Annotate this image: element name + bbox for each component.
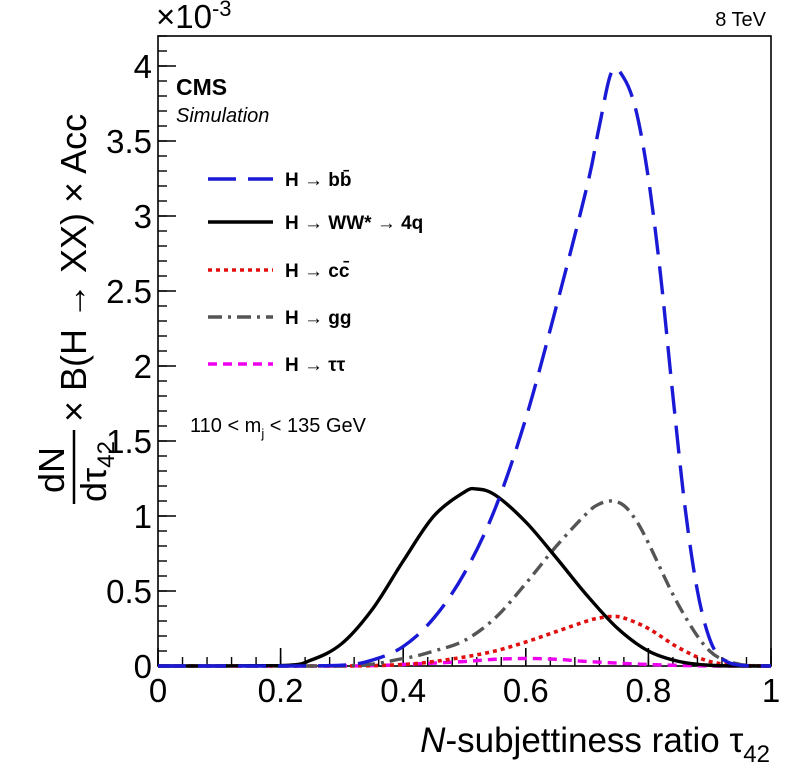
- y-tick-label: 0.5: [106, 573, 152, 610]
- x-tick-label: 1: [762, 672, 780, 709]
- mass-cut-label-sub: j: [260, 426, 264, 441]
- x-tick-label: 0.6: [503, 672, 549, 709]
- mass-cut-label-tail: < 135 GeV: [264, 415, 366, 437]
- x-tick-label: 0.4: [380, 672, 426, 709]
- axis-tick-labels: 0 0.2 0.4 0.6 0.8 1 0 0.5 1 1.5 2 2.5 3 3.5 4: [106, 48, 780, 709]
- y-tick-label: 3.5: [106, 123, 152, 160]
- series-line-0: [157, 66, 772, 668]
- legend-label: H → cc̄: [285, 261, 350, 282]
- y-tick-label: 1: [134, 498, 152, 535]
- y-tick-label: 1.5: [106, 423, 152, 460]
- series-line-3: [157, 499, 772, 668]
- mass-cut-label: 110 < mj < 135 GeV: [190, 415, 367, 441]
- x-axis-title-main: -subjettiness ratio τ: [445, 721, 743, 760]
- series-curves: [157, 66, 772, 668]
- y-axis-title: dN dτ42 × B(H → XX) × Acc: [31, 114, 120, 504]
- legend: H → bb̄ H → WW* → 4q H → cc̄ H → gg H → ττ: [208, 170, 423, 376]
- y-axis-title-main: × B(H → XX) × Acc: [53, 114, 94, 422]
- y-axis-frac-den: dτ42: [73, 441, 120, 502]
- y-tick-label: 2.5: [106, 273, 152, 310]
- y-axis-frac-den-main: dτ: [73, 468, 114, 502]
- y-tick-label: 4: [134, 48, 152, 85]
- x-tick-label: 0.8: [625, 672, 671, 709]
- energy-label: 8 TeV: [715, 9, 766, 31]
- series-line-1: [157, 486, 771, 668]
- simulation-label: Simulation: [176, 105, 269, 127]
- x-axis-title-italic: N: [420, 721, 446, 760]
- legend-label: H → ττ: [285, 355, 346, 376]
- experiment-label: CMS: [176, 74, 227, 100]
- y-axis-frac-num: dN: [31, 447, 72, 493]
- mass-cut-label-main: 110 < m: [190, 415, 261, 437]
- x-tick-label: 0.2: [258, 672, 304, 709]
- legend-label: H → gg: [285, 308, 352, 329]
- y-tick-label: 0: [134, 648, 152, 685]
- exponent-label-power: -3: [212, 0, 232, 21]
- legend-label: H → bb̄: [285, 170, 352, 191]
- x-axis-title-sub: 42: [743, 741, 770, 768]
- series-line-2: [157, 614, 772, 668]
- legend-label: H → WW* → 4q: [285, 213, 423, 234]
- series-line-4: [157, 656, 771, 668]
- exponent-label: ×10-3: [156, 0, 232, 35]
- exponent-label-base: ×10: [156, 0, 212, 35]
- y-tick-label: 3: [134, 198, 152, 235]
- y-tick-label: 2: [134, 348, 152, 385]
- x-axis-title: N-subjettiness ratio τ42: [420, 721, 770, 768]
- y-axis-frac-den-sub: 42: [93, 441, 120, 468]
- x-tick-label: 0: [149, 672, 167, 709]
